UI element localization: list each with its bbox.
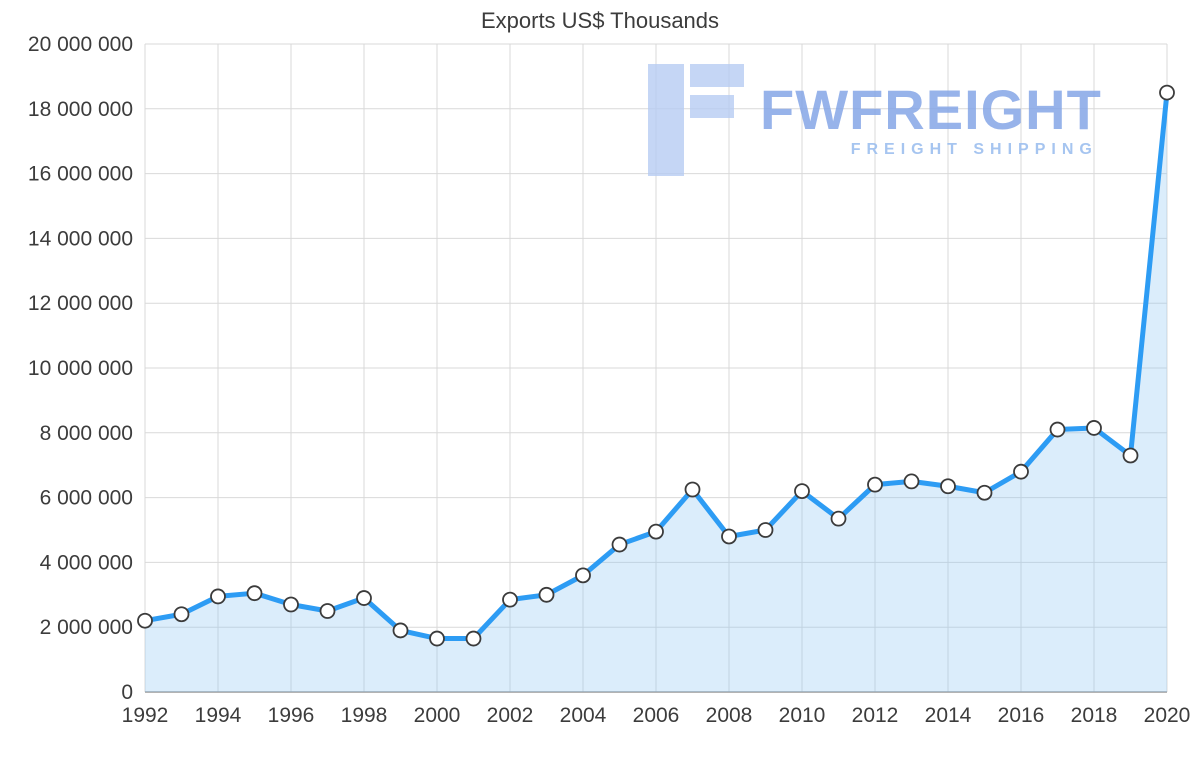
x-axis-tick-label: 2010: [779, 704, 826, 727]
data-point-1996[interactable]: [283, 596, 299, 613]
y-axis-tick-label: 4 000 000: [40, 551, 133, 574]
data-point-2010[interactable]: [794, 483, 810, 500]
data-point-1992[interactable]: [137, 612, 153, 629]
data-point-1998[interactable]: [356, 590, 372, 606]
y-axis-tick-label: 6 000 000: [40, 487, 133, 510]
data-point-2019[interactable]: [1122, 447, 1139, 464]
y-axis-tick-label: 0: [121, 681, 133, 704]
y-axis-tick-label: 8 000 000: [40, 422, 133, 445]
x-axis-tick-label: 1996: [268, 704, 315, 727]
chart-title: Exports US$ Thousands: [480, 8, 720, 33]
data-point-2012[interactable]: [867, 476, 883, 493]
y-axis-tick-label: 12 000 000: [28, 292, 133, 315]
x-axis-tick-label: 2020: [1144, 704, 1191, 727]
data-point-2001[interactable]: [465, 630, 482, 647]
data-point-2017[interactable]: [1049, 421, 1066, 438]
data-point-2018[interactable]: [1086, 420, 1102, 436]
data-point-2014[interactable]: [940, 478, 956, 495]
data-point-2009[interactable]: [757, 522, 774, 538]
y-axis-tick-label: 2 000 000: [40, 616, 133, 639]
data-point-2020[interactable]: [1159, 84, 1175, 101]
data-point-2015[interactable]: [976, 484, 993, 501]
y-axis-tick-label: 14 000 000: [28, 227, 133, 250]
x-axis-tick-label: 1992: [122, 704, 169, 727]
y-axis-tick-label: 20 000 000: [28, 33, 133, 56]
data-point-2011[interactable]: [830, 510, 847, 527]
x-axis-tick-label: 1994: [195, 704, 242, 727]
data-point-2016[interactable]: [1013, 463, 1029, 480]
x-axis-tick-label: 2000: [414, 704, 461, 727]
data-point-1999[interactable]: [392, 622, 409, 639]
data-point-1995[interactable]: [246, 585, 263, 602]
data-point-2013[interactable]: [903, 473, 920, 490]
data-point-2008[interactable]: [721, 528, 737, 545]
data-point-2002[interactable]: [502, 591, 518, 608]
data-point-2003[interactable]: [538, 586, 555, 603]
series-area-fill: [145, 92, 1167, 693]
y-axis-tick-label: 16 000 000: [28, 163, 133, 186]
x-axis-tick-label: 2008: [706, 704, 753, 727]
data-point-1997[interactable]: [319, 603, 336, 619]
data-point-2004[interactable]: [575, 567, 591, 584]
data-point-1993[interactable]: [173, 606, 190, 623]
x-axis-tick-label: 2002: [487, 704, 534, 727]
x-axis-tick-label: 1998: [341, 704, 388, 727]
y-axis-tick-label: 10 000 000: [28, 357, 133, 380]
data-point-2007[interactable]: [684, 481, 701, 498]
y-axis-tick-label: 18 000 000: [28, 98, 133, 121]
data-point-2000[interactable]: [429, 630, 445, 647]
x-axis-tick-label: 2018: [1071, 704, 1118, 727]
x-axis-tick-label: 2016: [998, 704, 1045, 727]
data-point-2006[interactable]: [648, 523, 664, 540]
data-point-1994[interactable]: [210, 588, 226, 605]
x-axis-tick-label: 2014: [925, 704, 972, 727]
x-axis-tick-label: 2012: [852, 704, 899, 727]
x-axis-tick-label: 2004: [560, 704, 607, 727]
x-axis-tick-label: 2006: [633, 704, 680, 727]
data-point-2005[interactable]: [611, 536, 628, 553]
